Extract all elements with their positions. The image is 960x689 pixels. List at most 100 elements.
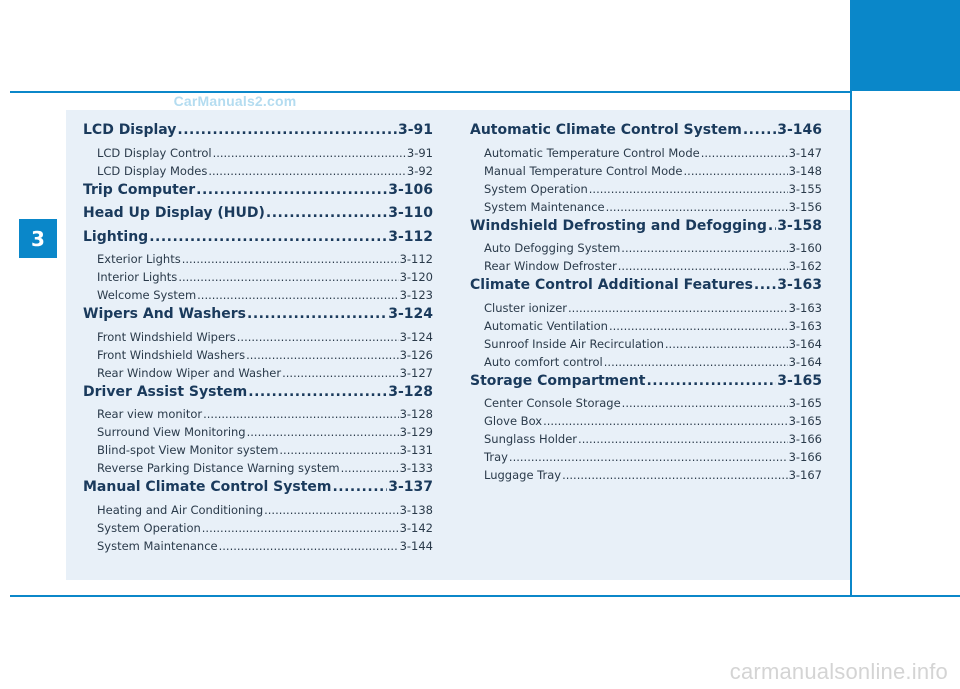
toc-leader-dots [248, 384, 387, 400]
toc-leader-dots [684, 164, 788, 178]
toc-subsection-page: 3-147 [788, 145, 822, 160]
watermark-top: CarManuals2.com [173, 93, 297, 109]
toc-subsection-entry[interactable]: Sunglass Holder 3-166 [470, 432, 822, 450]
toc-leader-dots [202, 521, 399, 535]
toc-subsection-title: Heating and Air Conditioning [97, 502, 264, 517]
toc-leader-dots [754, 277, 776, 293]
toc-subsection-page: 3-163 [788, 318, 822, 333]
toc-subsection-entry[interactable]: Tray 3-166 [470, 450, 822, 468]
toc-section-page: 3-106 [388, 181, 433, 198]
toc-subsection-page: 3-123 [399, 288, 433, 302]
toc-leader-dots [618, 259, 788, 273]
toc-subsection-entry[interactable]: Blind-spot View Monitor system 3-131 [83, 443, 433, 461]
toc-subsection-title: Blind-spot View Monitor system [97, 443, 279, 457]
toc-leader-dots [182, 252, 399, 266]
toc-leader-dots [219, 539, 399, 553]
toc-subsection-entry[interactable]: Automatic Ventilation 3-163 [470, 319, 822, 337]
toc-leader-dots [247, 425, 399, 439]
toc-subsection-entry[interactable]: Welcome System 3-123 [83, 288, 433, 306]
toc-section-entry[interactable]: Automatic Climate Control System 3-146 [470, 122, 822, 144]
toc-subsection-entry[interactable]: Front Windshield Washers 3-126 [83, 348, 433, 366]
toc-leader-dots [237, 330, 399, 344]
toc-section-entry[interactable]: Lighting 3-112 [83, 229, 433, 251]
toc-subsection-page: 3-166 [788, 450, 822, 464]
toc-subsection-entry[interactable]: System Operation 3-142 [83, 521, 433, 539]
corner-tab-block [852, 0, 960, 91]
toc-subsection-entry[interactable]: Manual Temperature Control Mode 3-148 [470, 164, 822, 182]
toc-subsection-entry[interactable]: System Maintenance 3-156 [470, 200, 822, 218]
toc-leader-dots [213, 146, 406, 160]
toc-subsection-entry[interactable]: Auto Defogging System 3-160 [470, 241, 822, 259]
toc-section-title: Windshield Defrosting and Defogging [470, 217, 767, 234]
toc-subsection-entry[interactable]: Center Console Storage 3-165 [470, 396, 822, 414]
toc-leader-dots [609, 319, 788, 333]
toc-subsection-entry[interactable]: Exterior Lights 3-112 [83, 252, 433, 270]
toc-subsection-entry[interactable]: Auto comfort control 3-164 [470, 355, 822, 373]
toc-section-entry[interactable]: LCD Display 3-91 [83, 122, 433, 144]
toc-subsection-entry[interactable]: Glove Box 3-165 [470, 414, 822, 432]
toc-subsection-page: 3-120 [399, 270, 433, 284]
toc-leader-dots [568, 301, 788, 315]
toc-subsection-entry[interactable]: Heating and Air Conditioning 3-138 [83, 503, 433, 521]
toc-subsection-entry[interactable]: Luggage Tray 3-167 [470, 468, 822, 486]
toc-subsection-page: 3-128 [399, 407, 433, 421]
toc-subsection-title: Glove Box [484, 414, 543, 428]
toc-subsection-entry[interactable]: Surround View Monitoring 3-129 [83, 425, 433, 443]
toc-section-entry[interactable]: Trip Computer 3-106 [83, 182, 433, 204]
toc-subsection-entry[interactable]: Rear Window Wiper and Washer 3-127 [83, 366, 433, 384]
toc-subsection-entry[interactable]: System Operation 3-155 [470, 182, 822, 200]
toc-section-entry[interactable]: Windshield Defrosting and Defogging 3-158 [470, 218, 822, 240]
toc-subsection-page: 3-131 [399, 443, 433, 457]
toc-subsection-entry[interactable]: Automatic Temperature Control Mode 3-147 [470, 146, 822, 164]
toc-subsection-page: 3-127 [399, 365, 433, 380]
toc-subsection-page: 3-126 [399, 347, 433, 362]
chapter-number-badge: 3 [19, 219, 57, 258]
toc-section-entry[interactable]: Wipers And Washers 3-124 [83, 306, 433, 328]
toc-subsection-page: 3-160 [788, 241, 822, 255]
toc-leader-dots [264, 503, 398, 517]
toc-leader-dots [266, 205, 387, 221]
toc-leader-dots [578, 432, 788, 446]
toc-subsection-title: Automatic Ventilation [484, 318, 608, 333]
toc-section-entry[interactable]: Manual Climate Control System 3-137 [83, 479, 433, 501]
toc-section-title: Manual Climate Control System [83, 479, 332, 495]
toc-leader-dots [247, 306, 387, 322]
toc-subsection-page: 3-166 [788, 432, 822, 446]
toc-leader-dots [341, 461, 399, 475]
toc-subsection-entry[interactable]: Rear Window Defroster 3-162 [470, 259, 822, 277]
toc-subsection-page: 3-124 [399, 329, 433, 344]
toc-subsection-entry[interactable]: Cluster ionizer 3-163 [470, 301, 822, 319]
toc-subsection-page: 3-162 [788, 259, 822, 273]
toc-subsection-page: 3-164 [788, 336, 822, 351]
toc-section-entry[interactable]: Storage Compartment 3-165 [470, 373, 822, 395]
toc-leader-dots [196, 182, 387, 198]
toc-leader-dots [203, 407, 398, 421]
toc-subsection-entry[interactable]: System Maintenance 3-144 [83, 539, 433, 557]
toc-section-title: Lighting [83, 228, 149, 245]
toc-subsection-entry[interactable]: Interior Lights 3-120 [83, 270, 433, 288]
toc-section-title: LCD Display [83, 122, 177, 138]
toc-subsection-entry[interactable]: LCD Display Control 3-91 [83, 146, 433, 164]
toc-section-title: Head Up Display (HUD) [83, 205, 265, 221]
toc-section-title: Trip Computer [83, 181, 196, 198]
toc-leader-dots [768, 218, 776, 234]
toc-section-title: Automatic Climate Control System [470, 122, 742, 138]
toc-subsection-entry[interactable]: Rear view monitor 3-128 [83, 407, 433, 425]
toc-subsection-page: 3-167 [788, 468, 822, 482]
toc-subsection-title: Rear Window Defroster [484, 259, 617, 273]
toc-section-entry[interactable]: Head Up Display (HUD) 3-110 [83, 205, 433, 227]
toc-leader-dots [589, 182, 788, 196]
toc-subsection-entry[interactable]: Reverse Parking Distance Warning system 3… [83, 461, 433, 479]
toc-subsection-title: System Operation [484, 181, 588, 196]
toc-subsection-entry[interactable]: LCD Display Modes 3-92 [83, 164, 433, 182]
toc-section-entry[interactable]: Climate Control Additional Features 3-163 [470, 277, 822, 299]
toc-leader-dots [606, 200, 788, 214]
toc-section-entry[interactable]: Driver Assist System 3-128 [83, 384, 433, 406]
toc-subsection-entry[interactable]: Front Windshield Wipers 3-124 [83, 330, 433, 348]
toc-leader-dots [178, 270, 398, 284]
toc-subsection-title: LCD Display Control [97, 145, 212, 160]
toc-leader-dots [332, 479, 387, 495]
toc-leader-dots [604, 355, 788, 369]
toc-subsection-entry[interactable]: Sunroof Inside Air Recirculation 3-164 [470, 337, 822, 355]
